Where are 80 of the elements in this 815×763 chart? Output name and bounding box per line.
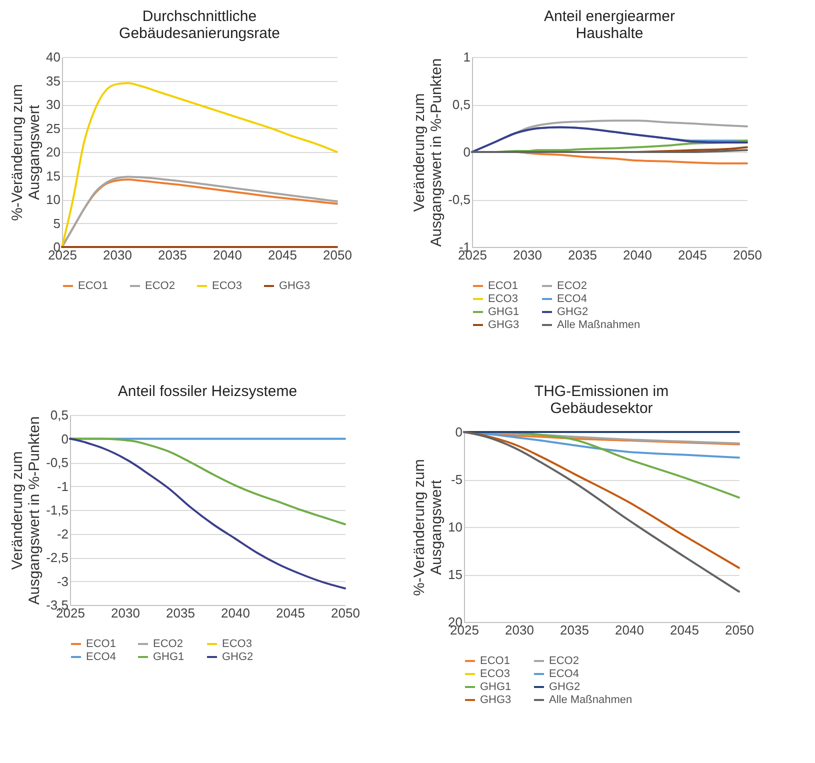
y-tick-label: 10: [448, 520, 462, 534]
legend-label: GHG1: [153, 651, 184, 663]
y-tick-label: 0: [61, 431, 68, 446]
chart-title: Anteil energiearmer Haushalte: [544, 8, 675, 42]
y-tick-label: 0: [463, 144, 470, 160]
y-tick-label: 20: [46, 144, 60, 160]
y-tick-label: 1: [463, 50, 470, 64]
chart-title: Anteil fossiler Heizsysteme: [118, 383, 298, 400]
x-tick-label: 2040: [221, 606, 250, 620]
y-tick-label: 0,5: [50, 408, 68, 422]
legend-label: ECO3: [480, 668, 510, 680]
line-series: [69, 438, 346, 590]
x-tick-label: 2030: [103, 248, 132, 262]
y-tick-label: -3: [56, 574, 68, 589]
y-tick-label: 0: [455, 424, 462, 440]
legend-label: GHG2: [222, 651, 254, 663]
y-tick-label: 5: [53, 216, 60, 231]
legend-label: ECO4: [549, 668, 579, 680]
y-tick-label: -2,5: [46, 550, 68, 565]
legend-label: ECO1: [78, 280, 108, 292]
y-tick-label: -1,5: [46, 502, 68, 518]
x-tick-label: 2040: [615, 622, 644, 638]
legend-label: ECO1: [86, 638, 116, 650]
legend-label: GHG2: [557, 306, 588, 318]
x-tick-label: 2050: [331, 606, 360, 620]
y-tick-label: 0,5: [452, 97, 470, 112]
legend-label: ECO2: [145, 280, 175, 292]
legend-label: GHG3: [480, 694, 512, 706]
x-tick-label: 2050: [733, 248, 762, 262]
x-tick-label: 2035: [166, 606, 195, 620]
legend-label: ECO1: [488, 280, 518, 292]
legend-label: Alle Maßnahmen: [549, 694, 632, 706]
legend-label: ECO3: [222, 638, 252, 650]
y-tick-label: -5: [450, 472, 462, 487]
legend-label: ECO2: [557, 280, 587, 292]
y-axis-title: Veränderung zum Ausgangswert in %-Punkten: [411, 58, 446, 247]
y-tick-label: 10: [46, 192, 60, 207]
x-tick-label: 2030: [111, 606, 140, 620]
y-tick-label: 15: [448, 567, 462, 582]
y-tick-label: -0,5: [46, 455, 68, 470]
legend-label: ECO4: [557, 293, 587, 305]
legend-label: ECO3: [212, 280, 242, 292]
x-tick-label: 2040: [213, 248, 242, 262]
legend-label: ECO4: [86, 651, 116, 663]
legend-label: GHG3: [488, 319, 520, 331]
y-tick-label: -0,5: [448, 192, 470, 207]
legend-label: GHG1: [480, 681, 512, 693]
x-tick-label: 2050: [323, 248, 352, 262]
legend-label: Alle Maßnahmen: [557, 319, 640, 331]
x-tick-label: 2035: [568, 248, 597, 262]
y-tick-label: 25: [46, 120, 60, 136]
x-tick-label: 2030: [513, 248, 542, 262]
y-tick-label: -2: [56, 526, 68, 542]
legend-label: ECO1: [480, 655, 510, 667]
y-tick-label: 15: [46, 168, 60, 184]
x-tick-label: 2045: [678, 248, 707, 262]
chart-title: THG-Emissionen im Gebäudesektor: [534, 383, 669, 417]
chart-title: Durchschnittliche Gebäudesanierungsrate: [119, 8, 280, 42]
y-tick-label: -1: [56, 478, 68, 494]
x-tick-label: 2040: [623, 248, 652, 262]
x-tick-label: 2045: [268, 248, 297, 262]
legend-label: GHG1: [488, 306, 520, 318]
y-tick-label: 40: [46, 50, 60, 64]
legend-label: GHG2: [549, 681, 580, 693]
y-axis-title: %-Veränderung zum Ausgangswert: [411, 459, 446, 596]
legend-label: GHG3: [279, 280, 310, 292]
y-tick-label: 35: [46, 73, 60, 88]
x-tick-label: 2050: [725, 622, 754, 638]
x-tick-label: 2045: [670, 622, 699, 638]
y-axis-title: Veränderung zum Ausgangswert in %-Punkten: [9, 416, 44, 605]
legend-label: ECO2: [153, 638, 183, 650]
x-tick-label: 2030: [505, 622, 534, 638]
x-tick-label: 2035: [560, 622, 589, 638]
legend-label: ECO2: [549, 655, 579, 667]
y-axis-title: %-Veränderung zum Ausgangswert: [9, 84, 44, 221]
legend-label: ECO3: [488, 293, 518, 305]
line-series: [61, 82, 338, 248]
y-tick-label: 30: [46, 97, 60, 112]
x-tick-label: 2045: [276, 606, 305, 620]
x-tick-label: 2035: [158, 248, 187, 262]
